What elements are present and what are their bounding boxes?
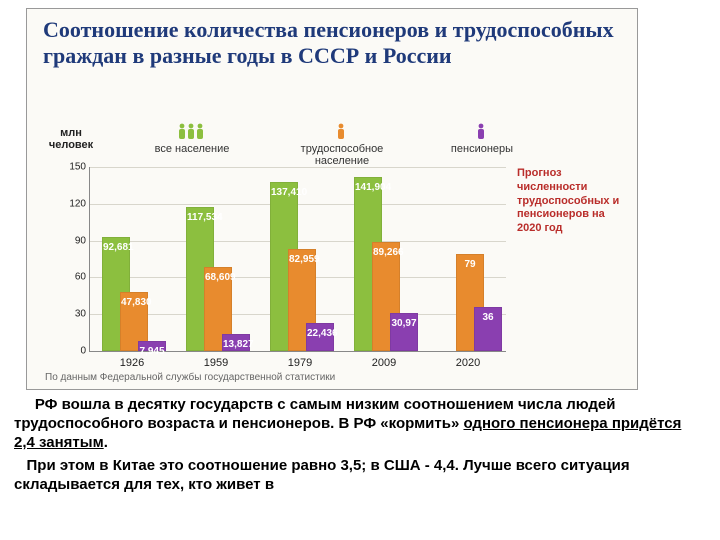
bar-value-label: 22,436	[307, 328, 333, 339]
bar-cluster: 141,904 89,266 30,97	[354, 167, 432, 351]
paragraph-1: РФ вошла в десятку государств с самым ни…	[14, 396, 706, 453]
bar-value-label: 117,534	[187, 212, 213, 223]
bar-cluster: 117,534 68,609 13,827	[186, 167, 264, 351]
bar-pens: 30,97	[390, 313, 418, 351]
bar-pens: 7,945	[138, 341, 166, 351]
bar-pens: 36	[474, 307, 502, 351]
chart-card: Соотношение количества пенсионеров и тру…	[26, 8, 638, 390]
bar-value-label: 89,266	[373, 247, 399, 258]
legend-item-work: трудоспособное население	[277, 123, 407, 167]
chart-title: Соотношение количества пенсионеров и тру…	[27, 9, 637, 73]
chart-plot: 030609012015092,68147,8307,9451926117,53…	[89, 167, 506, 352]
x-tick-label: 1959	[204, 357, 228, 369]
y-axis-label: млн человек	[47, 127, 95, 151]
paragraph-2: При этом в Китае это соотношение равно 3…	[14, 457, 706, 495]
bar-pens: 13,827	[222, 334, 250, 351]
bar-cluster: 92,681 47,830 7,945	[102, 167, 180, 351]
page: Соотношение количества пенсионеров и тру…	[0, 0, 720, 540]
legend-item-pens: пенсионеры	[437, 123, 527, 155]
x-tick-label: 2020	[456, 357, 480, 369]
legend: млн человек все население трудоспособное…	[47, 115, 617, 165]
bar-cluster: 79 36	[438, 167, 516, 351]
body-text: РФ вошла в десятку государств с самым ни…	[14, 396, 706, 498]
x-tick-label: 1979	[288, 357, 312, 369]
legend-item-all: все население	[137, 123, 247, 155]
bar-value-label: 92,681	[103, 242, 129, 253]
forecast-label: Прогноз численности трудоспособных и пен…	[517, 167, 625, 236]
bar-value-label: 30,97	[391, 318, 417, 329]
x-tick-label: 1926	[120, 357, 144, 369]
bar-pens: 22,436	[306, 323, 334, 351]
bar-value-label: 47,830	[121, 297, 147, 308]
bar-cluster: 137,410 82,959 22,436	[270, 167, 348, 351]
bar-value-label: 79	[457, 259, 483, 270]
bar-value-label: 141,904	[355, 182, 381, 193]
x-tick-label: 2009	[372, 357, 396, 369]
bar-value-label: 137,410	[271, 187, 297, 198]
bar-value-label: 7,945	[139, 346, 165, 357]
bar-value-label: 68,609	[205, 272, 231, 283]
bar-value-label: 13,827	[223, 339, 249, 350]
bar-value-label: 82,959	[289, 254, 315, 265]
bar-value-label: 36	[475, 312, 501, 323]
chart-footnote: По данным Федеральной службы государстве…	[45, 372, 335, 383]
